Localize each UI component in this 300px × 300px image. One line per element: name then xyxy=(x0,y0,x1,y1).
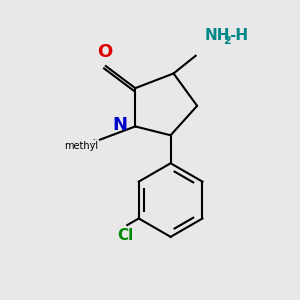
Text: N: N xyxy=(112,116,127,134)
Text: 2: 2 xyxy=(223,36,230,46)
Text: -H: -H xyxy=(230,28,249,44)
Text: methyl: methyl xyxy=(64,141,98,151)
Text: O: O xyxy=(97,43,112,61)
Text: methyl: methyl xyxy=(93,138,98,140)
Text: NH: NH xyxy=(205,28,230,44)
Text: methyl: methyl xyxy=(92,143,96,145)
Text: Cl: Cl xyxy=(118,228,134,243)
